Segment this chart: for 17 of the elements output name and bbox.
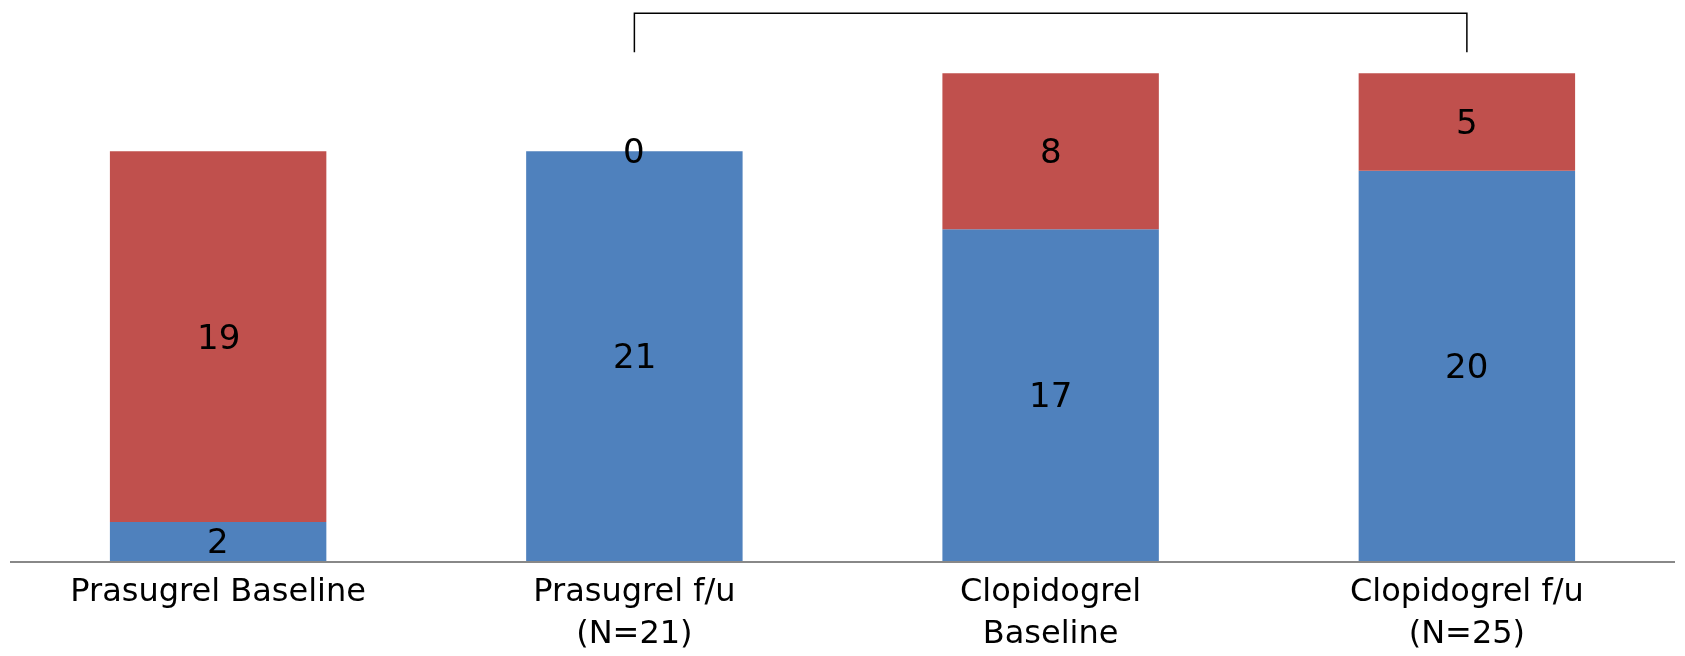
- data-label: 19: [197, 317, 241, 357]
- bar: [1358, 73, 1576, 171]
- bar: [942, 73, 1159, 230]
- x-tick-label: Clopidogrel f/u (N=25): [1350, 571, 1584, 651]
- bar: [942, 229, 1159, 561]
- x-tick-label: Clopidogrel Baseline: [960, 571, 1142, 651]
- bar: [109, 151, 327, 522]
- x-tick-label: Prasugrel f/u (N=21): [533, 571, 736, 651]
- data-label: 2: [207, 521, 229, 561]
- data-label: 21: [613, 336, 657, 376]
- data-label: 5: [1456, 102, 1478, 142]
- bar: [1358, 170, 1576, 561]
- x-tick-label: Prasugrel Baseline: [70, 571, 366, 610]
- data-label: 8: [1040, 131, 1062, 171]
- bar: [109, 521, 327, 561]
- data-label: 20: [1445, 346, 1489, 386]
- data-label: 17: [1029, 375, 1073, 415]
